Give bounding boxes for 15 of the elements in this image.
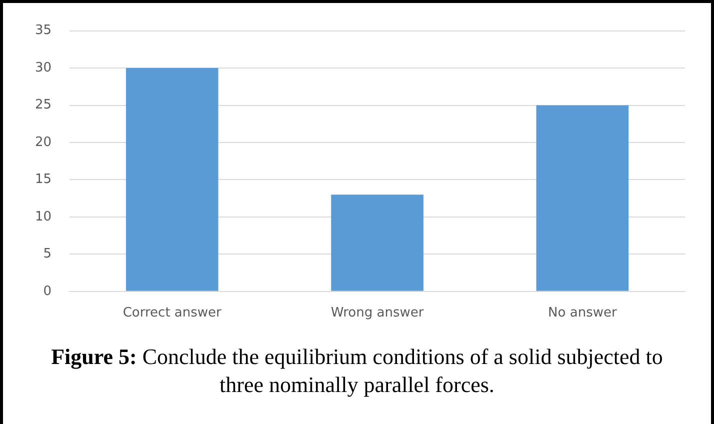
x-tick-label: Correct answer [122, 306, 222, 321]
y-tick-label: 0 [43, 284, 52, 299]
y-tick-label: 20 [34, 134, 52, 150]
y-tick-label: 30 [34, 60, 52, 76]
x-tick-label: Wrong answer [330, 306, 424, 321]
bar [331, 194, 424, 291]
bar [536, 105, 629, 291]
y-tick-label: 35 [34, 23, 52, 38]
y-tick-label: 15 [34, 172, 52, 188]
y-tick-label: 25 [34, 98, 52, 113]
y-tick-label: 10 [34, 209, 52, 224]
bar [126, 68, 218, 291]
x-tick-label: No answer [548, 306, 618, 321]
y-tick-label: 5 [43, 246, 52, 262]
caption: Figure 5: Conclude the equilibrium conditions of a solid subjected to three nominally parallel forces. [50, 343, 664, 399]
